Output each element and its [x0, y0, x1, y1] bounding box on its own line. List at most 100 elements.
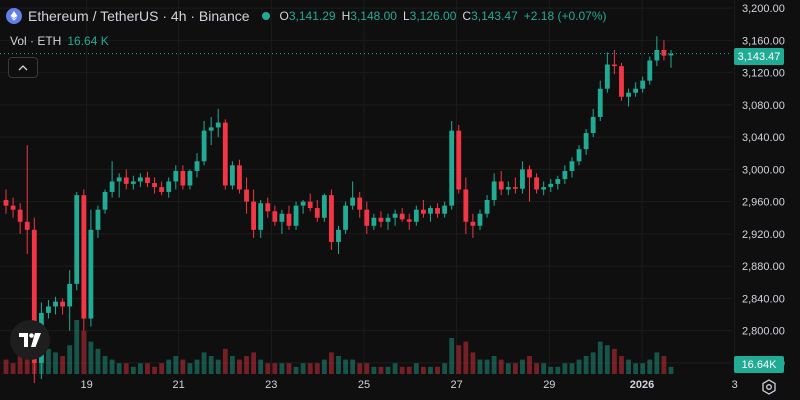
candle-body[interactable] — [17, 209, 23, 222]
candle-body[interactable] — [329, 195, 334, 242]
candle-body[interactable] — [597, 88, 603, 117]
candle-body[interactable] — [661, 50, 667, 56]
candle-body[interactable] — [272, 211, 278, 222]
collapse-legend-button[interactable] — [8, 57, 38, 78]
candle-body[interactable] — [477, 213, 483, 226]
candle-body[interactable] — [215, 122, 221, 128]
candle-body[interactable] — [300, 201, 306, 206]
candle-body[interactable] — [470, 221, 476, 226]
candle-body[interactable] — [53, 301, 58, 307]
candle-body[interactable] — [237, 165, 242, 190]
candle-body[interactable] — [484, 200, 490, 214]
candle-body[interactable] — [640, 80, 646, 89]
candle-body[interactable] — [555, 179, 561, 184]
candle-body[interactable] — [95, 209, 101, 230]
candle-body[interactable] — [130, 181, 136, 184]
candle-body[interactable] — [399, 213, 405, 220]
tradingview-logo[interactable] — [10, 320, 50, 360]
candle-body[interactable] — [88, 229, 94, 319]
candle-body[interactable] — [74, 195, 80, 284]
candle-body[interactable] — [569, 161, 575, 171]
candle-body[interactable] — [279, 213, 285, 222]
candle-body[interactable] — [109, 181, 115, 192]
candle-body[interactable] — [244, 189, 249, 202]
candle-body[interactable] — [406, 219, 412, 222]
candle-body[interactable] — [456, 130, 462, 190]
candle-body[interactable] — [350, 197, 356, 206]
candle-body[interactable] — [647, 60, 653, 81]
candle-body[interactable] — [420, 209, 426, 214]
candle-body[interactable] — [293, 205, 299, 226]
candle-body[interactable] — [611, 64, 617, 67]
candle-body[interactable] — [67, 283, 73, 307]
candle-body[interactable] — [123, 177, 129, 184]
candle-body[interactable] — [626, 92, 631, 97]
candle-body[interactable] — [378, 217, 384, 222]
candle-body[interactable] — [307, 201, 313, 209]
candle-body[interactable] — [81, 195, 87, 319]
candle-body[interactable] — [10, 205, 16, 210]
candle-body[interactable] — [364, 209, 370, 226]
candle-body[interactable] — [31, 229, 37, 363]
candle-body[interactable] — [336, 229, 341, 242]
candle-body[interactable] — [251, 201, 257, 230]
candle-body[interactable] — [435, 208, 440, 214]
candle-body[interactable] — [576, 149, 582, 162]
candle-body[interactable] — [258, 203, 264, 230]
candle-body[interactable] — [541, 187, 547, 190]
candle-body[interactable] — [633, 88, 639, 93]
candle-body[interactable] — [371, 217, 377, 226]
candle-body[interactable] — [229, 165, 235, 186]
candle-body[interactable] — [512, 187, 518, 189]
candle-body[interactable] — [173, 170, 179, 182]
candle-body[interactable] — [392, 213, 398, 218]
candle-body[interactable] — [187, 170, 193, 186]
candle-body[interactable] — [60, 301, 66, 307]
candle-body[interactable] — [201, 130, 207, 162]
candle-body[interactable] — [159, 187, 165, 192]
candle-body[interactable] — [590, 116, 596, 134]
candle-body[interactable] — [413, 209, 419, 222]
candle-body[interactable] — [385, 217, 391, 222]
candle-body[interactable] — [314, 208, 320, 218]
candle-body[interactable] — [442, 205, 448, 214]
candle-body[interactable] — [145, 177, 150, 184]
candle-body[interactable] — [463, 189, 469, 222]
candle-body[interactable] — [286, 213, 292, 226]
candle-body[interactable] — [357, 197, 363, 210]
candle-body[interactable] — [321, 195, 327, 218]
candle-body[interactable] — [583, 133, 589, 150]
candle-body[interactable] — [138, 177, 143, 182]
candle-body[interactable] — [3, 200, 9, 206]
candle-body[interactable] — [654, 50, 660, 61]
candle-body[interactable] — [180, 170, 186, 186]
candle-body[interactable] — [449, 130, 455, 206]
candle-body[interactable] — [498, 181, 504, 190]
candle-body[interactable] — [505, 187, 511, 190]
candle-body[interactable] — [166, 181, 172, 192]
candle-body[interactable] — [527, 169, 532, 178]
chart-settings-button[interactable] — [760, 378, 778, 396]
candle-body[interactable] — [265, 203, 271, 212]
candle-body[interactable] — [116, 177, 122, 182]
candle-body[interactable] — [24, 221, 30, 230]
candle-body[interactable] — [46, 306, 51, 313]
candle-body[interactable] — [604, 64, 610, 89]
candle-body[interactable] — [343, 205, 348, 230]
candle-body[interactable] — [491, 181, 497, 200]
candle-body[interactable] — [152, 183, 157, 188]
candle-body[interactable] — [668, 53, 674, 56]
candle-body[interactable] — [428, 208, 433, 214]
candle-body[interactable] — [208, 127, 214, 131]
candle-body[interactable] — [102, 191, 108, 210]
candle-body[interactable] — [520, 169, 525, 189]
candle-body[interactable] — [562, 170, 568, 180]
volume-bar — [548, 366, 554, 374]
candle-body[interactable] — [534, 177, 539, 190]
symbol-title[interactable]: Ethereum / TetherUS · 4h · Binance — [28, 8, 250, 24]
candle-body[interactable] — [548, 183, 554, 188]
candle-body[interactable] — [619, 66, 624, 97]
candle-body[interactable] — [222, 122, 228, 186]
candle-body[interactable] — [194, 161, 200, 171]
